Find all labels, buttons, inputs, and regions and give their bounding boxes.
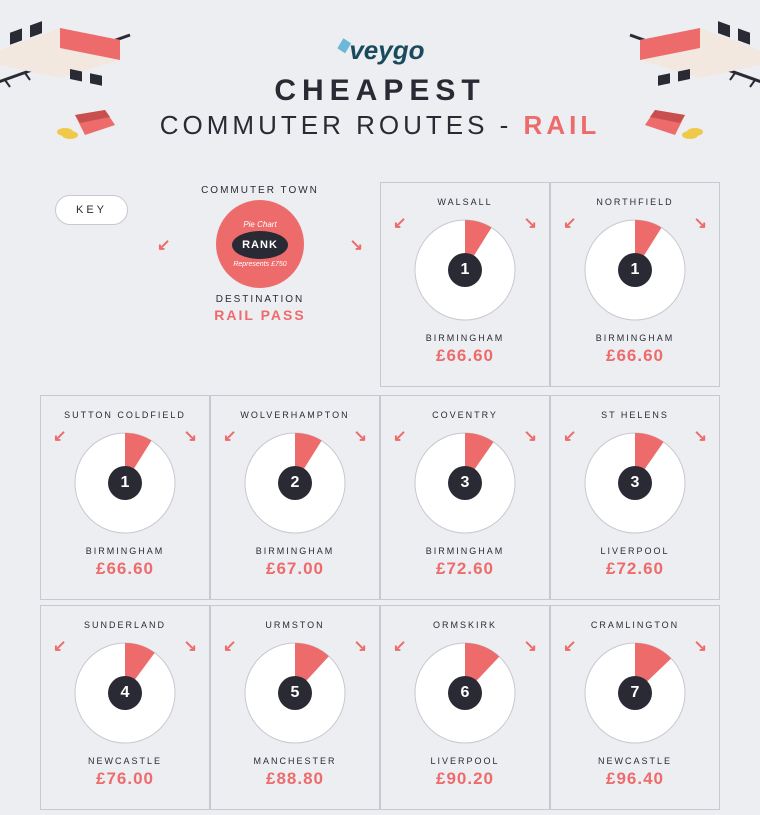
arrow-left-icon: ↙ [393,636,406,656]
arrow-left-icon: ↙ [563,213,576,233]
route-town: SUNDERLAND [47,620,203,632]
arrow-right-icon: ↘ [524,213,537,233]
route-destination: BIRMINGHAM [387,546,543,556]
arrow-left-icon: ↙ [563,636,576,656]
route-town: URMSTON [217,620,373,632]
route-rank: 5 [278,676,312,710]
route-town: CRAMLINGTON [557,620,713,632]
arrow-right-icon: ↘ [524,426,537,446]
route-town: WALSALL [387,197,543,209]
route-card: CRAMLINGTON ↙ ↘ 7 NEWCASTLE £96.40 [550,605,720,810]
arrow-left-icon: ↙ [563,426,576,446]
route-price: £76.00 [47,769,203,789]
route-price: £96.40 [557,769,713,789]
route-pie: 5 [240,638,350,748]
route-destination: LIVERPOOL [557,546,713,556]
route-card: COVENTRY ↙ ↘ 3 BIRMINGHAM £72.60 [380,395,550,600]
wallet-illustration-right [640,105,705,145]
route-town: NORTHFIELD [557,197,713,209]
arrow-right-icon: ↘ [184,636,197,656]
route-card: ST HELENS ↙ ↘ 3 LIVERPOOL £72.60 [550,395,720,600]
route-pie: 3 [580,428,690,538]
legend-pie: Pie Chart RANK Represents £750 [216,200,304,288]
route-pie: 2 [240,428,350,538]
route-town: ST HELENS [557,410,713,422]
route-card: SUNDERLAND ↙ ↘ 4 NEWCASTLE £76.00 [40,605,210,810]
route-rank: 1 [108,466,142,500]
route-destination: BIRMINGHAM [557,333,713,343]
arrow-right-icon: ↘ [694,426,707,446]
arrow-left-icon: ↙ [53,636,66,656]
route-card: URMSTON ↙ ↘ 5 MANCHESTER £88.80 [210,605,380,810]
legend-commuter-town: COMMUTER TOWN [175,185,345,196]
route-rank: 1 [448,253,482,287]
train-illustration-right [620,10,760,110]
route-price: £67.00 [217,559,373,579]
route-destination: NEWCASTLE [47,756,203,766]
route-pie: 6 [410,638,520,748]
legend-destination: DESTINATION [175,294,345,305]
route-destination: BIRMINGHAM [47,546,203,556]
route-pie: 7 [580,638,690,748]
legend-rank: RANK [232,231,288,259]
route-price: £88.80 [217,769,373,789]
route-card: NORTHFIELD ↙ ↘ 1 BIRMINGHAM £66.60 [550,182,720,387]
arrow-left-icon: ↙ [393,426,406,446]
legend-rail-pass: RAIL PASS [175,307,345,323]
route-card: SUTTON COLDFIELD ↙ ↘ 1 BIRMINGHAM £66.60 [40,395,210,600]
route-town: WOLVERHAMPTON [217,410,373,422]
arrow-right-icon: ↘ [354,426,367,446]
route-card: WALSALL ↙ ↘ 1 BIRMINGHAM £66.60 [380,182,550,387]
route-price: £66.60 [387,346,543,366]
route-pie: 1 [410,215,520,325]
route-town: ORMSKIRK [387,620,543,632]
route-rank: 4 [108,676,142,710]
arrow-left-icon: ↙ [223,426,236,446]
route-pie: 3 [410,428,520,538]
arrow-left-icon: ↙ [223,636,236,656]
route-destination: LIVERPOOL [387,756,543,766]
route-town: SUTTON COLDFIELD [47,410,203,422]
route-town: COVENTRY [387,410,543,422]
key-badge: KEY [55,195,128,225]
train-illustration-left [0,10,140,110]
route-price: £66.60 [47,559,203,579]
routes-grid-top: WALSALL ↙ ↘ 1 BIRMINGHAM £66.60 NORTHFIE… [380,182,720,387]
routes-grid-mid: SUTTON COLDFIELD ↙ ↘ 1 BIRMINGHAM £66.60… [40,395,720,600]
route-pie: 1 [580,215,690,325]
legend: COMMUTER TOWN ↙ ↘ Pie Chart RANK Represe… [175,185,345,323]
route-destination: BIRMINGHAM [387,333,543,343]
arrow-left-icon: ↙ [157,235,170,255]
routes-grid-bot: SUNDERLAND ↙ ↘ 4 NEWCASTLE £76.00 URMSTO… [40,605,720,810]
arrow-right-icon: ↘ [350,235,363,255]
arrow-right-icon: ↘ [694,213,707,233]
route-price: £72.60 [557,559,713,579]
route-card: ORMSKIRK ↙ ↘ 6 LIVERPOOL £90.20 [380,605,550,810]
route-price: £66.60 [557,346,713,366]
route-price: £90.20 [387,769,543,789]
route-destination: MANCHESTER [217,756,373,766]
route-rank: 7 [618,676,652,710]
route-rank: 2 [278,466,312,500]
route-destination: NEWCASTLE [557,756,713,766]
arrow-right-icon: ↘ [524,636,537,656]
route-rank: 6 [448,676,482,710]
arrow-left-icon: ↙ [53,426,66,446]
route-price: £72.60 [387,559,543,579]
route-card: WOLVERHAMPTON ↙ ↘ 2 BIRMINGHAM £67.00 [210,395,380,600]
arrow-right-icon: ↘ [184,426,197,446]
route-rank: 3 [618,466,652,500]
arrow-right-icon: ↘ [354,636,367,656]
wallet-illustration-left [55,105,120,145]
arrow-left-icon: ↙ [393,213,406,233]
route-rank: 3 [448,466,482,500]
route-pie: 4 [70,638,180,748]
arrow-right-icon: ↘ [694,636,707,656]
route-pie: 1 [70,428,180,538]
route-rank: 1 [618,253,652,287]
route-destination: BIRMINGHAM [217,546,373,556]
